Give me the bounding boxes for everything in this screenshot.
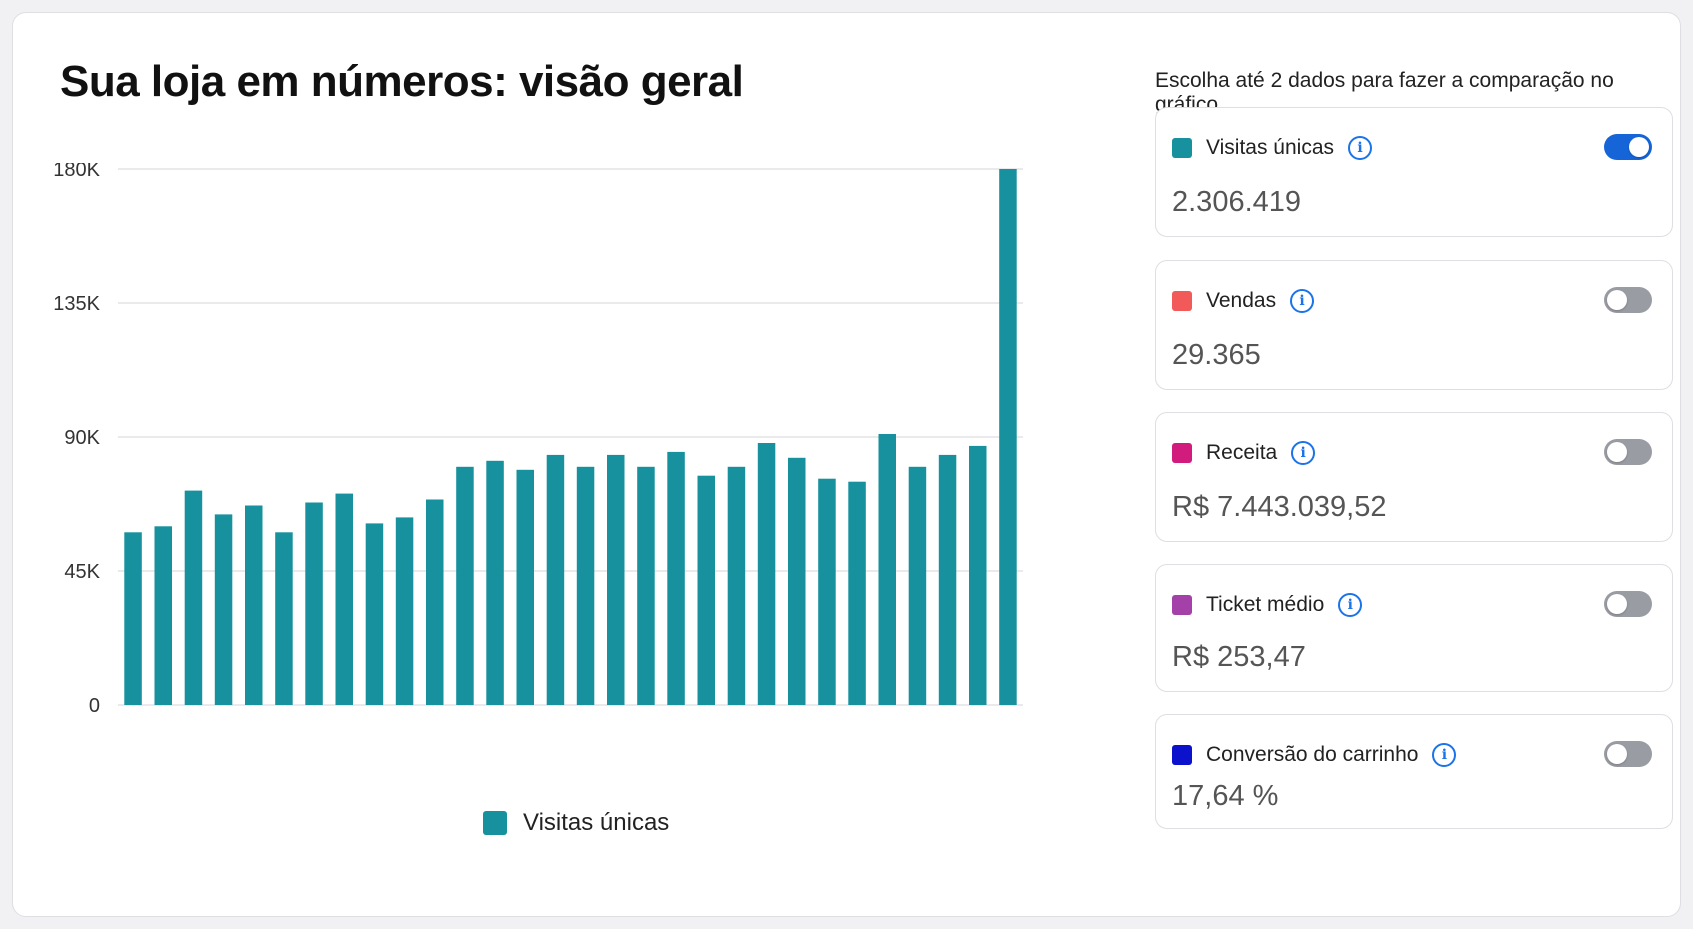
bar[interactable]: [667, 451, 685, 705]
metric-value: R$ 7.443.039,52: [1172, 491, 1387, 523]
bar[interactable]: [938, 454, 957, 705]
metric-color-swatch: [1172, 595, 1192, 615]
bar[interactable]: [245, 505, 263, 706]
bar[interactable]: [848, 481, 866, 705]
bar[interactable]: [818, 478, 836, 705]
metric-toggle[interactable]: [1604, 134, 1652, 160]
bar[interactable]: [486, 460, 504, 705]
chart-svg: 0 45K 90K 135K 180K: [53, 163, 1023, 717]
metric-card-cart-conversion[interactable]: Conversão do carrinho i 17,64 %: [1155, 714, 1673, 829]
metric-card-average-ticket[interactable]: Ticket médio i R$ 253,47: [1155, 564, 1673, 692]
bar[interactable]: [878, 434, 897, 705]
metric-color-swatch: [1172, 138, 1192, 158]
bar[interactable]: [697, 475, 716, 705]
bar[interactable]: [969, 445, 987, 705]
info-icon[interactable]: i: [1432, 743, 1457, 767]
metric-card-unique-visits[interactable]: Visitas únicas i 2.306.419: [1155, 107, 1673, 237]
bar[interactable]: [124, 532, 142, 705]
bar[interactable]: [154, 526, 173, 705]
y-tick-label: 135K: [53, 293, 100, 315]
metric-label: Conversão do carrinho: [1206, 743, 1419, 766]
bar[interactable]: [456, 466, 474, 705]
bar[interactable]: [546, 454, 565, 705]
bar[interactable]: [305, 502, 323, 706]
bar[interactable]: [395, 517, 414, 705]
bar[interactable]: [757, 443, 776, 705]
info-icon[interactable]: i: [1290, 289, 1315, 313]
metric-card-revenue[interactable]: Receita i R$ 7.443.039,52: [1155, 412, 1673, 542]
metric-label: Vendas: [1206, 289, 1277, 312]
bar[interactable]: [365, 523, 384, 705]
bar[interactable]: [275, 532, 293, 705]
info-icon[interactable]: i: [1291, 441, 1316, 465]
bar[interactable]: [184, 490, 203, 705]
bar[interactable]: [908, 466, 927, 705]
bar[interactable]: [999, 169, 1017, 705]
metric-color-swatch: [1172, 745, 1192, 765]
bar[interactable]: [516, 469, 535, 705]
bar[interactable]: [788, 457, 806, 705]
metric-value: R$ 253,47: [1172, 641, 1306, 673]
bar[interactable]: [426, 499, 444, 706]
y-tick-label: 90K: [64, 427, 100, 449]
metric-value: 29.365: [1172, 339, 1261, 371]
bar-chart: 0 45K 90K 135K 180K: [43, 163, 1113, 733]
metric-toggle[interactable]: [1604, 591, 1652, 617]
metric-color-swatch: [1172, 443, 1192, 463]
dashboard-card: Sua loja em números: visão geral 0 45K 90K…: [12, 12, 1681, 917]
bar[interactable]: [637, 466, 655, 705]
metric-toggle[interactable]: [1604, 741, 1652, 767]
bar[interactable]: [335, 493, 354, 705]
bar[interactable]: [607, 454, 625, 705]
y-tick-label: 0: [89, 695, 100, 717]
info-icon[interactable]: i: [1348, 136, 1373, 160]
metric-value: 17,64 %: [1172, 780, 1279, 812]
metric-value: 2.306.419: [1172, 186, 1302, 218]
y-tick-label: 180K: [53, 163, 100, 181]
metric-card-sales[interactable]: Vendas i 29.365: [1155, 260, 1673, 390]
bar[interactable]: [727, 466, 746, 705]
y-tick-label: 45K: [64, 561, 100, 583]
metric-label: Visitas únicas: [1206, 136, 1335, 159]
legend-swatch: [483, 811, 507, 835]
legend-label: Visitas únicas: [523, 809, 670, 836]
page-title: Sua loja em números: visão geral: [60, 57, 744, 106]
bar[interactable]: [576, 466, 595, 705]
bar[interactable]: [214, 514, 233, 705]
info-icon[interactable]: i: [1338, 593, 1363, 617]
metric-toggle[interactable]: [1604, 439, 1652, 465]
metric-label: Ticket médio: [1206, 593, 1325, 616]
metric-toggle[interactable]: [1604, 287, 1652, 313]
metric-label: Receita: [1206, 441, 1278, 464]
metric-color-swatch: [1172, 291, 1192, 311]
chart-legend[interactable]: Visitas únicas: [483, 809, 669, 837]
